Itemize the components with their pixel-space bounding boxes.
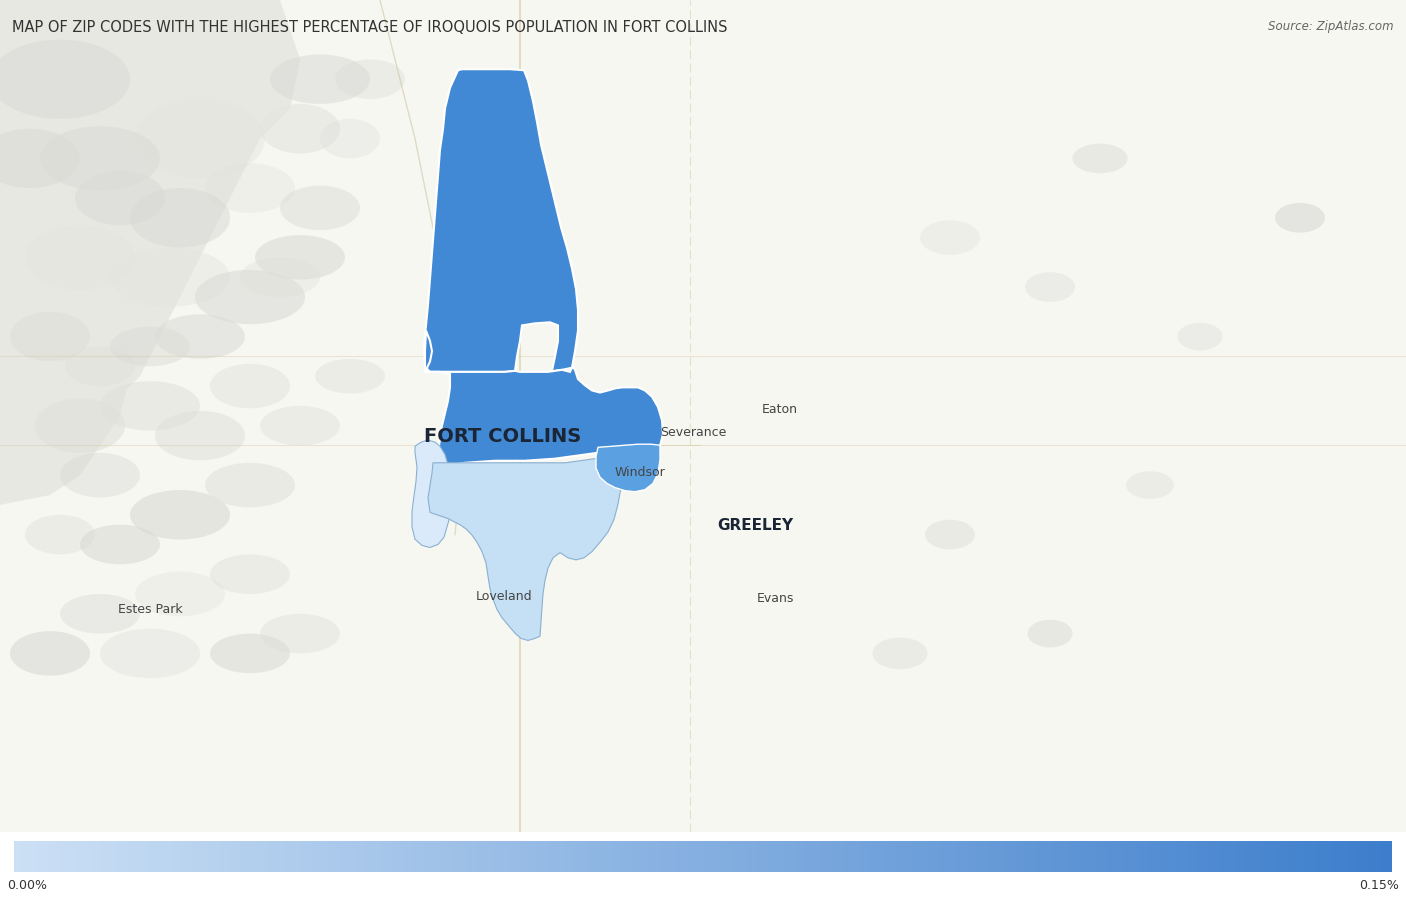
Ellipse shape (75, 171, 165, 226)
Ellipse shape (335, 59, 405, 99)
Text: Loveland: Loveland (475, 590, 533, 602)
Text: MAP OF ZIP CODES WITH THE HIGHEST PERCENTAGE OF IROQUOIS POPULATION IN FORT COLL: MAP OF ZIP CODES WITH THE HIGHEST PERCEN… (13, 20, 727, 35)
Ellipse shape (209, 555, 290, 594)
Ellipse shape (315, 359, 385, 394)
Polygon shape (0, 0, 299, 505)
Ellipse shape (135, 572, 225, 616)
Text: 0.00%: 0.00% (7, 879, 46, 892)
Polygon shape (425, 331, 664, 465)
Ellipse shape (25, 226, 135, 289)
Ellipse shape (129, 188, 231, 247)
Ellipse shape (270, 55, 370, 104)
Ellipse shape (35, 398, 125, 453)
Ellipse shape (1025, 272, 1076, 302)
Ellipse shape (920, 220, 980, 255)
Text: GREELEY: GREELEY (717, 519, 793, 533)
Text: Eaton: Eaton (762, 403, 799, 415)
Ellipse shape (209, 634, 290, 673)
Ellipse shape (1275, 203, 1324, 233)
Ellipse shape (60, 594, 141, 634)
Polygon shape (0, 277, 141, 505)
Text: Severance: Severance (659, 426, 725, 440)
Ellipse shape (65, 346, 135, 386)
Ellipse shape (1177, 323, 1222, 351)
Ellipse shape (25, 515, 96, 555)
Ellipse shape (60, 453, 141, 497)
Text: 0.15%: 0.15% (1360, 879, 1399, 892)
Text: Windsor: Windsor (614, 466, 665, 478)
Polygon shape (412, 441, 451, 547)
Ellipse shape (1126, 471, 1174, 499)
Ellipse shape (155, 315, 245, 359)
Ellipse shape (100, 381, 200, 431)
Text: Source: ZipAtlas.com: Source: ZipAtlas.com (1268, 20, 1393, 32)
Polygon shape (596, 444, 659, 492)
Ellipse shape (205, 463, 295, 507)
Ellipse shape (240, 257, 321, 297)
Ellipse shape (1073, 144, 1128, 174)
Ellipse shape (110, 326, 190, 366)
Ellipse shape (100, 628, 200, 678)
Text: Evans: Evans (756, 592, 794, 605)
Ellipse shape (321, 119, 380, 158)
Text: Estes Park: Estes Park (118, 603, 183, 616)
Ellipse shape (260, 104, 340, 154)
Ellipse shape (10, 312, 90, 361)
Ellipse shape (10, 631, 90, 676)
Ellipse shape (39, 126, 160, 191)
Ellipse shape (925, 520, 974, 549)
Ellipse shape (260, 405, 340, 446)
Ellipse shape (129, 490, 231, 539)
Ellipse shape (110, 247, 231, 307)
Ellipse shape (205, 164, 295, 213)
Ellipse shape (135, 99, 264, 178)
Ellipse shape (280, 185, 360, 230)
Polygon shape (427, 455, 621, 640)
Ellipse shape (873, 637, 928, 669)
Text: FORT COLLINS: FORT COLLINS (425, 427, 582, 447)
Polygon shape (425, 69, 578, 372)
Ellipse shape (254, 236, 344, 280)
Ellipse shape (80, 525, 160, 565)
Ellipse shape (195, 270, 305, 325)
Ellipse shape (0, 129, 80, 188)
Ellipse shape (1028, 619, 1073, 647)
Ellipse shape (0, 40, 129, 119)
Ellipse shape (260, 614, 340, 654)
Ellipse shape (155, 411, 245, 460)
Ellipse shape (209, 364, 290, 408)
